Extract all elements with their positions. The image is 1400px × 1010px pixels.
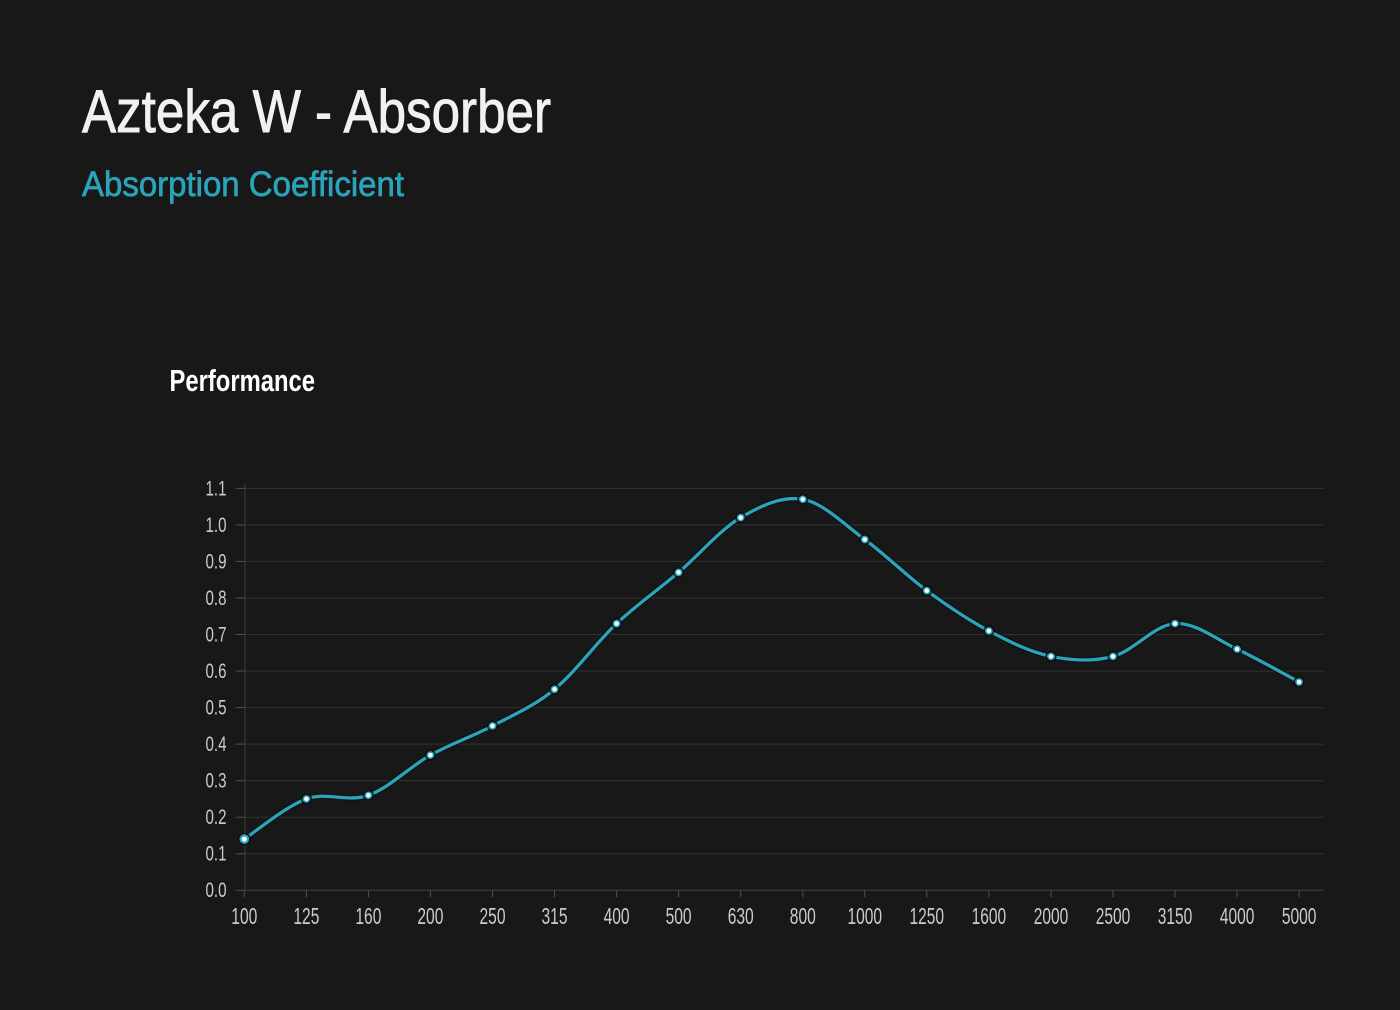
svg-text:0.0: 0.0 — [206, 879, 227, 902]
svg-text:200: 200 — [417, 903, 443, 929]
svg-text:0.7: 0.7 — [206, 623, 227, 646]
svg-text:3150: 3150 — [1158, 903, 1193, 929]
svg-text:Absorption Coefficient: Absorption Coefficient — [82, 165, 404, 204]
svg-text:500: 500 — [666, 903, 692, 929]
svg-text:1250: 1250 — [910, 903, 945, 929]
svg-text:5000: 5000 — [1282, 903, 1317, 929]
svg-text:400: 400 — [604, 903, 630, 929]
svg-text:0.3: 0.3 — [206, 770, 227, 793]
svg-text:100: 100 — [231, 903, 257, 929]
svg-text:1.1: 1.1 — [206, 477, 227, 500]
svg-text:4000: 4000 — [1220, 903, 1255, 929]
svg-text:1000: 1000 — [848, 903, 883, 929]
svg-text:0.8: 0.8 — [206, 587, 227, 610]
svg-text:Performance: Performance — [170, 363, 316, 398]
svg-text:160: 160 — [355, 903, 381, 929]
svg-text:800: 800 — [790, 903, 816, 929]
svg-text:0.1: 0.1 — [206, 843, 227, 866]
svg-text:0.4: 0.4 — [206, 733, 227, 756]
svg-text:0.6: 0.6 — [206, 660, 227, 683]
svg-text:1.0: 1.0 — [206, 514, 227, 537]
svg-text:630: 630 — [728, 903, 754, 929]
svg-text:0.9: 0.9 — [206, 550, 227, 573]
svg-text:1600: 1600 — [972, 903, 1007, 929]
svg-text:0.2: 0.2 — [206, 806, 227, 829]
svg-text:0.5: 0.5 — [206, 697, 227, 720]
svg-text:Azteka W - Absorber: Azteka W - Absorber — [82, 78, 551, 145]
svg-text:125: 125 — [293, 903, 319, 929]
svg-text:2000: 2000 — [1034, 903, 1069, 929]
svg-text:2500: 2500 — [1096, 903, 1131, 929]
svg-text:250: 250 — [480, 903, 506, 929]
svg-text:315: 315 — [542, 903, 568, 929]
